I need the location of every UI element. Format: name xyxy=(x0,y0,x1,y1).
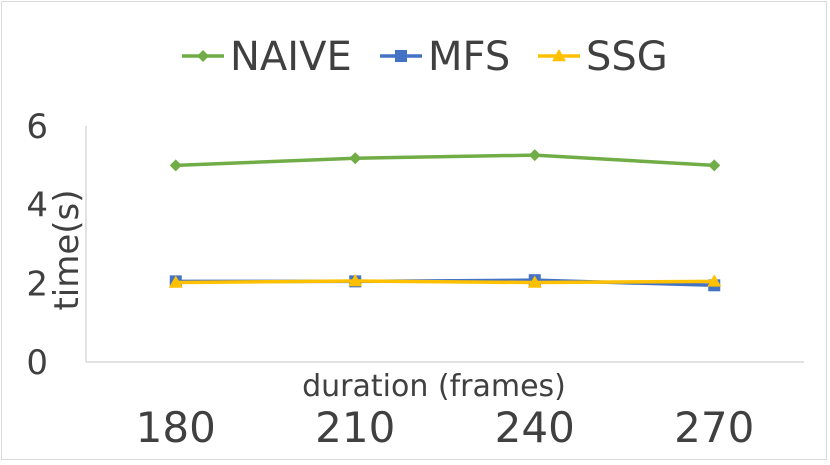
y-tick-label: 0 xyxy=(26,343,48,383)
x-tick-labels: 180 210 240 270 xyxy=(136,403,755,452)
series-naive xyxy=(169,149,721,172)
legend-item-naive: NAIVE xyxy=(182,34,352,80)
x-axis-label: duration (frames) xyxy=(302,369,566,404)
series-layer xyxy=(168,149,722,292)
axes xyxy=(85,126,804,363)
legend-item-mfs: MFS xyxy=(380,34,510,80)
x-tick-label: 270 xyxy=(674,403,754,452)
data-point-ssg xyxy=(168,275,183,288)
legend-marker xyxy=(197,50,209,62)
data-point-naive xyxy=(528,149,541,162)
series-line-ssg xyxy=(175,279,715,285)
x-tick-label: 180 xyxy=(136,403,216,452)
x-tick-label: 210 xyxy=(315,403,395,452)
data-point-naive xyxy=(349,152,362,165)
y-tick-label: 2 xyxy=(26,264,48,304)
legend: NAIVE MFS SSG xyxy=(182,34,668,80)
y-tick-labels: 0 2 4 6 xyxy=(26,107,48,383)
data-point-ssg xyxy=(527,275,542,288)
legend-item-ssg: SSG xyxy=(538,34,668,80)
legend-label: MFS xyxy=(428,34,510,80)
legend-marker xyxy=(395,50,407,62)
data-point-naive xyxy=(708,159,721,172)
data-point-naive xyxy=(169,159,182,172)
legend-marker xyxy=(552,49,566,62)
series-line-naive xyxy=(175,153,715,168)
legend-label: SSG xyxy=(586,34,668,80)
legend-label: NAIVE xyxy=(230,34,352,80)
y-tick-label: 6 xyxy=(26,107,48,147)
y-axis-label: time(s) xyxy=(47,189,87,310)
data-point-ssg xyxy=(707,274,722,287)
series-ssg xyxy=(168,273,722,288)
x-tick-label: 240 xyxy=(495,403,575,452)
y-tick-label: 4 xyxy=(26,186,48,226)
data-point-ssg xyxy=(348,273,363,287)
